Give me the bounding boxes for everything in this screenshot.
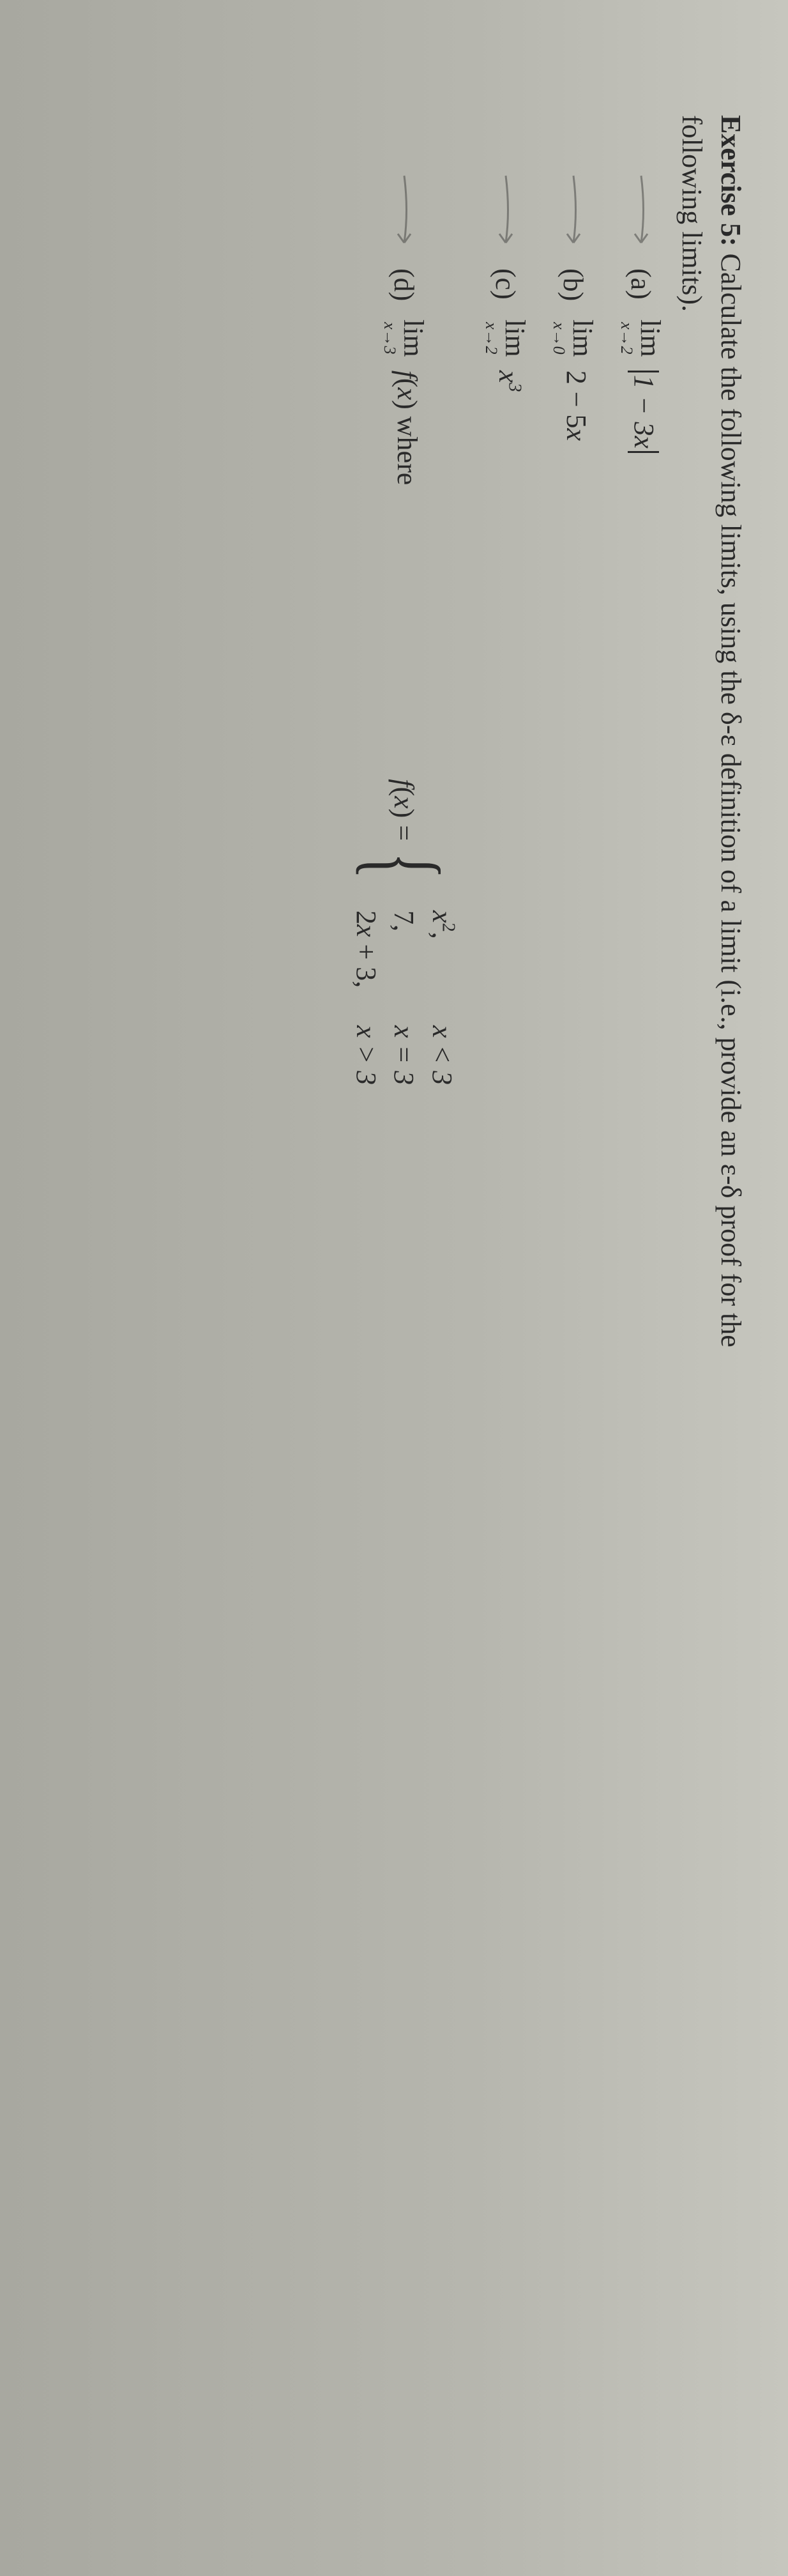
math-expr: lim x→2 1 − 3x bbox=[618, 319, 664, 453]
limit-notation: lim x→0 bbox=[550, 319, 596, 357]
part-label: (b) bbox=[557, 268, 589, 319]
exercise-text-1: Calculate the following limits, using th… bbox=[715, 254, 746, 1347]
lim-text: lim bbox=[399, 319, 427, 357]
lim-sub: x→0 bbox=[550, 319, 567, 357]
part-c-row: (c) lim x→2 x3 bbox=[483, 172, 529, 2499]
exercise-label: Exercise 5: bbox=[715, 115, 746, 247]
exercise-heading: Exercise 5: Calculate the following limi… bbox=[712, 115, 750, 2415]
piecewise-cases: x2, x < 3 7, x = 3 2x + 3, x > 3 bbox=[347, 910, 460, 1128]
lim-text: lim bbox=[636, 319, 664, 357]
limit-notation: lim x→2 bbox=[618, 319, 664, 357]
arrow-icon bbox=[490, 172, 522, 268]
math-expr: lim x→2 x3 bbox=[483, 319, 529, 392]
math-expr: lim x→0 2 − 5x bbox=[550, 319, 596, 441]
abs-expr: 1 − 3x bbox=[628, 371, 658, 453]
part-b-row: (b) lim x→0 2 − 5x bbox=[550, 172, 596, 2499]
case-cond: x < 3 bbox=[423, 1025, 460, 1128]
case-cond: x = 3 bbox=[385, 1025, 423, 1128]
expr-text: f(x) where bbox=[391, 371, 422, 486]
expr-text: x3 bbox=[493, 371, 524, 392]
parts-list: (a) lim x→2 1 − 3x (b) lim x bbox=[347, 172, 663, 2499]
brace-icon: { bbox=[363, 852, 445, 879]
arrow-icon bbox=[388, 172, 420, 268]
lim-sub: x→2 bbox=[483, 319, 499, 357]
part-label: (a) bbox=[625, 268, 657, 319]
case-cond: x > 3 bbox=[347, 1025, 384, 1128]
part-label: (c) bbox=[489, 268, 522, 319]
exercise-text-2: following limits). bbox=[676, 115, 708, 2499]
part-a-row: (a) lim x→2 1 − 3x bbox=[618, 172, 664, 2499]
arrow-icon bbox=[625, 172, 657, 268]
math-expr: lim x→3 f(x) where bbox=[381, 319, 427, 485]
part-d-row: (d) lim x→3 f(x) where f(x) = { x2, x < … bbox=[347, 172, 460, 2499]
expr-text: 2 − 5x bbox=[561, 371, 592, 441]
arrow-icon bbox=[557, 172, 589, 268]
part-label: (d) bbox=[388, 268, 420, 319]
case-expr: 2x + 3, bbox=[347, 910, 384, 1025]
piecewise-lhs: f(x) = bbox=[388, 779, 420, 841]
case-row: 7, x = 3 bbox=[385, 910, 423, 1128]
limit-notation: lim x→2 bbox=[483, 319, 529, 357]
lim-text: lim bbox=[568, 319, 596, 357]
limit-notation: lim x→3 bbox=[381, 319, 427, 357]
piecewise-function: f(x) = { x2, x < 3 7, x = 3 2x + 3, x > … bbox=[347, 779, 460, 1128]
lim-text: lim bbox=[501, 319, 529, 357]
case-expr: x2, bbox=[423, 910, 460, 1025]
case-row: x2, x < 3 bbox=[423, 910, 460, 1128]
case-row: 2x + 3, x > 3 bbox=[347, 910, 384, 1128]
lim-sub: x→3 bbox=[381, 319, 398, 357]
page: Exercise 5: Calculate the following limi… bbox=[0, 0, 788, 2576]
case-expr: 7, bbox=[385, 910, 423, 1025]
lim-sub: x→2 bbox=[618, 319, 635, 357]
